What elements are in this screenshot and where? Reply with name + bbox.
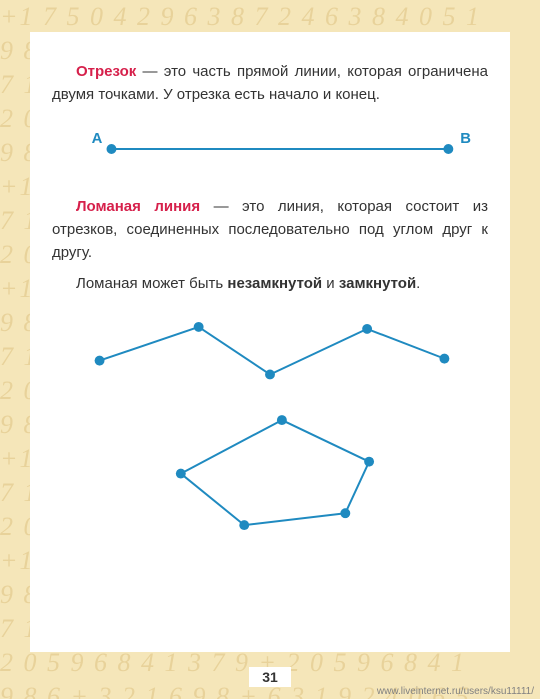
broken-line-types: Ломаная может быть незамкнутой и замкнут… — [52, 272, 488, 295]
p3-tail: . — [416, 275, 420, 292]
p3-lead: Ломаная может быть — [76, 275, 227, 292]
figure-segment: AB — [52, 129, 488, 169]
p3-bold1: незамкнутой — [227, 275, 322, 292]
definition-broken-line: Ломаная линия — это линия, которая состо… — [52, 195, 488, 265]
svg-text:B: B — [460, 131, 471, 147]
p3-bold2: замкнутой — [339, 275, 416, 292]
term-broken-line: Ломаная линия — [76, 198, 200, 215]
footer-url: www.liveinternet.ru/users/ksu11111/ — [377, 686, 534, 697]
page-number: 31 — [249, 667, 291, 687]
figure-broken-lines — [52, 312, 488, 542]
broken-lines-svg — [52, 312, 488, 542]
term-segment: Отрезок — [76, 63, 136, 80]
textbook-page: Отрезок — это часть прямой линии, котора… — [30, 32, 510, 652]
p3-mid: и — [322, 275, 339, 292]
segment-svg: AB — [52, 129, 488, 169]
svg-text:A: A — [92, 131, 103, 147]
definition-segment: Отрезок — это часть прямой линии, котора… — [52, 60, 488, 107]
